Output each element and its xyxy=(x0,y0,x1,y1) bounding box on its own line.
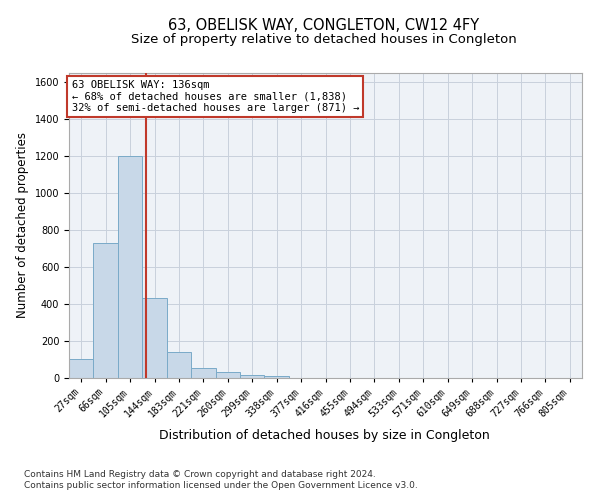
Text: Contains HM Land Registry data © Crown copyright and database right 2024.: Contains HM Land Registry data © Crown c… xyxy=(24,470,376,479)
Bar xyxy=(118,156,142,378)
Bar xyxy=(215,372,240,378)
Text: Size of property relative to detached houses in Congleton: Size of property relative to detached ho… xyxy=(131,32,517,46)
Bar xyxy=(167,352,191,378)
Text: 63 OBELISK WAY: 136sqm
← 68% of detached houses are smaller (1,838)
32% of semi-: 63 OBELISK WAY: 136sqm ← 68% of detached… xyxy=(71,80,359,114)
Text: 63, OBELISK WAY, CONGLETON, CW12 4FY: 63, OBELISK WAY, CONGLETON, CW12 4FY xyxy=(169,18,479,32)
Bar xyxy=(142,298,167,378)
Y-axis label: Number of detached properties: Number of detached properties xyxy=(16,132,29,318)
Bar xyxy=(240,374,265,378)
Text: Contains public sector information licensed under the Open Government Licence v3: Contains public sector information licen… xyxy=(24,481,418,490)
Bar xyxy=(265,376,289,378)
Bar xyxy=(94,242,118,378)
Bar xyxy=(191,368,215,378)
Bar xyxy=(69,359,94,378)
Text: Distribution of detached houses by size in Congleton: Distribution of detached houses by size … xyxy=(158,428,490,442)
